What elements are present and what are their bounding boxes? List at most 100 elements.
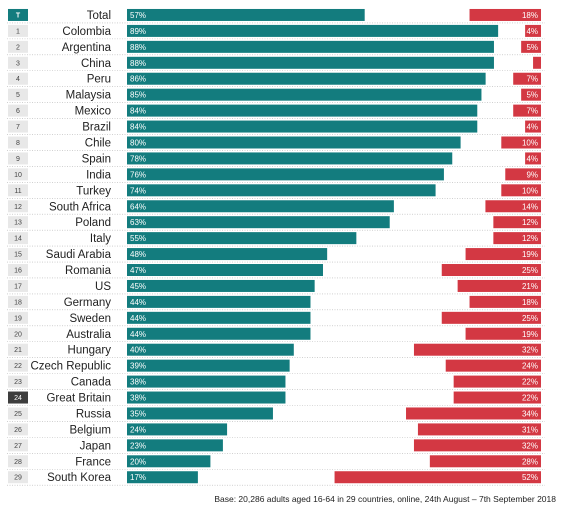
rank-box	[8, 343, 28, 356]
disagree-bar-label: 4%	[526, 123, 538, 132]
agree-bar	[127, 471, 198, 484]
agree-bar	[127, 455, 211, 468]
rank-box	[8, 439, 28, 452]
rank-label: 8	[16, 140, 20, 147]
country-label: Turkey	[76, 185, 111, 197]
agree-bar	[127, 232, 357, 245]
rank-box	[8, 8, 28, 21]
country-label: Total	[87, 10, 111, 22]
agree-bar-label: 63%	[130, 218, 146, 227]
agree-bar	[127, 200, 394, 213]
disagree-bar-label: 9%	[526, 170, 538, 179]
disagree-bar	[493, 232, 541, 245]
agree-bar	[127, 72, 486, 85]
disagree-bar	[521, 40, 541, 53]
rank-box	[8, 455, 28, 468]
rank-label: 29	[14, 475, 22, 482]
country-label: Italy	[90, 233, 111, 245]
disagree-bar	[469, 295, 541, 308]
country-label: Germany	[64, 297, 112, 309]
disagree-bar-label: 19%	[522, 250, 538, 259]
disagree-bar-label: 28%	[522, 457, 538, 466]
rank-box	[8, 120, 28, 133]
rank-box	[8, 56, 28, 69]
rank-label: 5	[16, 92, 20, 99]
country-label: Chile	[85, 137, 111, 149]
agree-bar	[127, 56, 494, 69]
agree-bar-label: 84%	[130, 123, 146, 132]
rank-label: 23	[14, 379, 22, 386]
rank-label: 26	[14, 427, 22, 434]
rank-box	[8, 264, 28, 277]
agree-bar-label: 40%	[130, 346, 146, 355]
agree-bar	[127, 343, 294, 356]
disagree-bar	[505, 168, 541, 181]
rank-label: 11	[14, 188, 21, 195]
rank-label: 25	[14, 411, 22, 418]
agree-bar-label: 88%	[130, 59, 146, 68]
disagree-bar	[521, 88, 541, 101]
country-label: South Korea	[47, 472, 112, 484]
rank-box	[8, 279, 28, 292]
country-label: China	[81, 58, 112, 70]
disagree-bar	[406, 407, 541, 420]
disagree-bar-label: 34%	[522, 409, 538, 418]
disagree-bar-label: 7%	[526, 75, 538, 84]
disagree-bar-label: 22%	[522, 394, 538, 403]
agree-bar	[127, 279, 315, 292]
disagree-bar	[413, 343, 541, 356]
rank-box	[8, 184, 28, 197]
disagree-bar-label: 5%	[526, 43, 538, 52]
agree-bar	[127, 40, 494, 53]
rank-label: 20	[14, 331, 22, 338]
country-label: Malaysia	[66, 90, 112, 102]
agree-bar	[127, 152, 453, 165]
disagree-bar-label: 18%	[522, 298, 538, 307]
rank-box	[8, 168, 28, 181]
agree-bar-label: 35%	[130, 409, 146, 418]
agree-bar	[127, 136, 461, 149]
disagree-bar	[513, 104, 541, 117]
country-label: Russia	[76, 408, 112, 420]
rank-box	[8, 359, 28, 372]
agree-bar-label: 55%	[130, 234, 146, 243]
country-label: France	[75, 456, 111, 468]
agree-bar-label: 85%	[130, 91, 146, 100]
agree-bar-label: 64%	[130, 202, 146, 211]
agree-bar	[127, 295, 311, 308]
rank-label: 3	[16, 60, 20, 67]
disagree-bar	[525, 152, 541, 165]
agree-bar-label: 86%	[130, 75, 146, 84]
country-label: Peru	[87, 74, 111, 86]
disagree-bar-label: 5%	[526, 91, 538, 100]
country-label: Sweden	[69, 313, 111, 325]
agree-bar-label: 88%	[130, 43, 146, 52]
disagree-bar-label: 32%	[522, 441, 538, 450]
agree-bar-label: 39%	[130, 362, 146, 371]
rank-label: 10	[14, 172, 22, 179]
country-label: Belgium	[69, 424, 111, 436]
disagree-bar	[429, 455, 541, 468]
country-label: Australia	[66, 329, 111, 341]
agree-bar	[127, 184, 436, 197]
disagree-bar-label: 7%	[526, 107, 538, 116]
rank-box	[8, 391, 28, 404]
agree-bar-label: 17%	[130, 473, 146, 482]
country-label: US	[95, 281, 111, 293]
agree-bar-label: 74%	[130, 186, 146, 195]
rank-box	[8, 200, 28, 213]
rank-box	[8, 375, 28, 388]
agree-bar	[127, 24, 499, 37]
agree-bar-label: 48%	[130, 250, 146, 259]
rank-box	[8, 104, 28, 117]
disagree-bar-label: 12%	[522, 218, 538, 227]
agree-bar-label: 84%	[130, 107, 146, 116]
country-label: Czech Republic	[30, 361, 111, 373]
agree-bar	[127, 311, 311, 324]
country-label: India	[86, 169, 112, 181]
agree-bar-label: 44%	[130, 314, 146, 323]
disagree-bar-label: 25%	[522, 266, 538, 275]
agree-bar-label: 45%	[130, 282, 146, 291]
country-label: Argentina	[62, 42, 112, 54]
rank-label: 15	[14, 252, 22, 259]
